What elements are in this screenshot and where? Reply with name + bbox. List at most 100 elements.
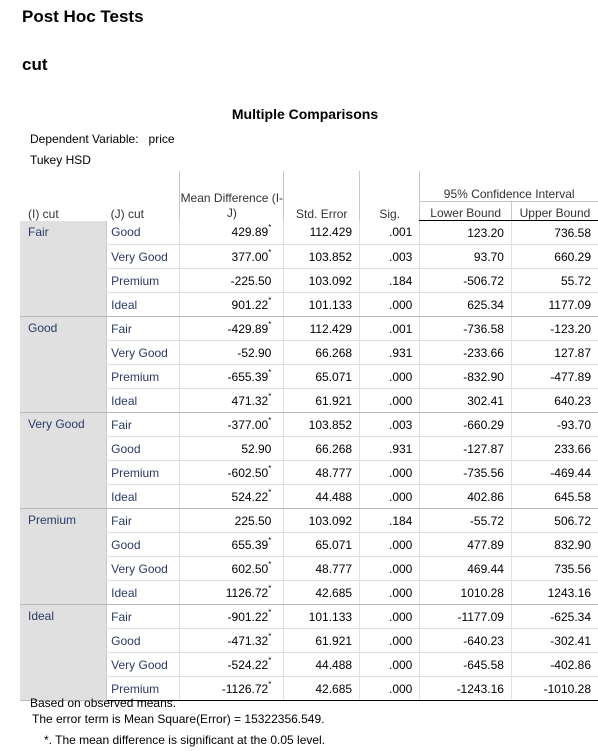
row-group-i-cut: Fair xyxy=(20,220,107,317)
cell-std-error: 42.685 xyxy=(283,580,360,605)
cell-j-cut: Ideal xyxy=(106,292,180,317)
mean-difference-value: 377.00 xyxy=(231,249,269,264)
row-group-i-cut: Premium xyxy=(20,508,107,605)
table-row: Ideal 524.22* 44.488.000 402.86 645.58 xyxy=(20,484,598,509)
table-row: Very Good Fair -377.00* 103.852.003 -660.29-… xyxy=(20,412,598,509)
row-group-i-cut: Good xyxy=(20,316,107,413)
cell-mean-difference: 225.50 xyxy=(179,508,284,533)
cell-sig: .000 xyxy=(359,292,420,317)
cell-j-cut: Ideal xyxy=(106,580,180,605)
cell-lower-bound: -55.72 xyxy=(419,508,512,533)
cell-std-error: 112.429 xyxy=(283,316,360,341)
table-row: Premium -655.39* 65.071.000 -832.90 -477.89 xyxy=(20,364,598,389)
table-row: Ideal 901.22* 101.133.000 625.34 1177.09 xyxy=(20,292,598,317)
variable-subheading: cut xyxy=(22,55,48,74)
cell-mean-difference: -524.22* xyxy=(179,652,284,677)
significance-marker: * xyxy=(268,679,272,689)
cell-sig: .000 xyxy=(359,364,420,389)
footnote-error-term: The error term is Mean Square(Error) = 1… xyxy=(32,712,325,726)
cell-upper-bound: -477.89 xyxy=(510,364,598,389)
cell-std-error: 66.268 xyxy=(283,436,360,461)
mean-difference-value: -1126.72 xyxy=(221,681,269,696)
cell-std-error: 103.092 xyxy=(283,508,360,533)
cell-j-cut: Very Good xyxy=(106,652,180,677)
mean-difference-value: 1126.72 xyxy=(225,585,269,600)
cell-upper-bound: 645.58 xyxy=(510,484,598,509)
cell-j-cut: Very Good xyxy=(106,340,180,365)
cell-upper-bound: 1177.09 xyxy=(510,292,598,317)
cell-std-error: 112.429 xyxy=(283,220,360,245)
cell-j-cut: Fair xyxy=(106,316,180,341)
mean-difference-value: -655.39 xyxy=(227,369,269,384)
cell-std-error: 101.133 xyxy=(283,292,360,317)
col-header-i-cut: (I) cut xyxy=(28,206,59,221)
multiple-comparisons-table: (I) cut (J) cut Mean Difference (I-J) St… xyxy=(20,171,598,701)
cell-lower-bound: 123.20 xyxy=(419,220,512,245)
cell-lower-bound: 625.34 xyxy=(419,292,512,317)
col-header-lower-bound: Lower Bound xyxy=(419,201,512,221)
table-row: Very Good 377.00* 103.852.003 93.70 660.29 xyxy=(20,244,598,269)
table-row: Very Good -524.22* 44.488.000 -645.58 -402.8… xyxy=(20,652,598,677)
cell-sig: .000 xyxy=(359,676,420,701)
cell-mean-difference: -655.39* xyxy=(179,364,284,389)
cell-j-cut: Good xyxy=(106,628,180,653)
table-row: Premium -1126.72* 42.685.000 -1243.16 -1010.… xyxy=(20,676,598,701)
cell-sig: .000 xyxy=(359,388,420,413)
mean-difference-value: 524.22 xyxy=(231,489,269,504)
cell-mean-difference: 429.89* xyxy=(179,220,284,245)
cell-upper-bound: 127.87 xyxy=(510,340,598,365)
cell-std-error: 66.268 xyxy=(283,340,360,365)
table-row: Premium -602.50* 48.777.000 -735.56 -469.44 xyxy=(20,460,598,485)
cell-sig: .931 xyxy=(359,436,420,461)
cell-sig: .000 xyxy=(359,628,420,653)
cell-j-cut: Fair xyxy=(106,604,180,629)
mean-difference-value: 655.39 xyxy=(231,537,269,552)
cell-sig: .000 xyxy=(359,484,420,509)
cell-mean-difference: -225.50 xyxy=(179,268,284,293)
mean-difference-value: 52.90 xyxy=(241,441,272,456)
cell-std-error: 65.071 xyxy=(283,532,360,557)
mean-difference-value: 429.89 xyxy=(231,225,269,240)
cell-upper-bound: 735.56 xyxy=(510,556,598,581)
cell-std-error: 48.777 xyxy=(283,460,360,485)
cell-j-cut: Premium xyxy=(106,460,180,485)
cell-j-cut: Fair xyxy=(106,412,180,437)
mean-difference-value: -377.00 xyxy=(227,417,269,432)
cell-sig: .000 xyxy=(359,652,420,677)
cell-j-cut: Ideal xyxy=(106,484,180,509)
cell-sig: .184 xyxy=(359,508,420,533)
cell-std-error: 42.685 xyxy=(283,676,360,701)
cell-mean-difference: -602.50* xyxy=(179,460,284,485)
table-row: Premium Fair 225.50 103.092.184 -55.72 506.72 xyxy=(20,508,598,605)
cell-upper-bound: 736.58 xyxy=(510,220,598,245)
table-row: Premium -225.50 103.092.184 -506.72 55.72 xyxy=(20,268,598,293)
mean-difference-value: -524.22 xyxy=(227,657,269,672)
dependent-variable-value: price xyxy=(148,132,175,146)
significance-marker: * xyxy=(268,247,272,257)
cell-mean-difference: 471.32* xyxy=(179,388,284,413)
mean-difference-value: 602.50 xyxy=(231,561,269,576)
cell-std-error: 44.488 xyxy=(283,652,360,677)
cell-j-cut: Good xyxy=(106,436,180,461)
significance-marker: * xyxy=(268,583,272,593)
cell-std-error: 65.071 xyxy=(283,364,360,389)
cell-sig: .001 xyxy=(359,220,420,245)
cell-lower-bound: -1243.16 xyxy=(419,676,512,701)
cell-std-error: 61.921 xyxy=(283,388,360,413)
table-row: Good 52.90 66.268.931 -127.87 233.66 xyxy=(20,436,598,461)
cell-mean-difference: 901.22* xyxy=(179,292,284,317)
table-row: Good -471.32* 61.921.000 -640.23 -302.41 xyxy=(20,628,598,653)
cell-mean-difference: -1126.72* xyxy=(179,676,284,701)
table-row: Good Fair -429.89* 112.429.001 -736.58 -123.2… xyxy=(20,316,598,413)
significance-marker: * xyxy=(268,559,272,569)
cell-mean-difference: 602.50* xyxy=(179,556,284,581)
cell-upper-bound: -123.20 xyxy=(510,316,598,341)
cell-upper-bound: 55.72 xyxy=(510,268,598,293)
cell-j-cut: Good xyxy=(106,532,180,557)
significance-marker: * xyxy=(268,607,272,617)
cell-upper-bound: 640.23 xyxy=(510,388,598,413)
cell-mean-difference: -429.89* xyxy=(179,316,284,341)
cell-std-error: 103.852 xyxy=(283,244,360,269)
cell-std-error: 61.921 xyxy=(283,628,360,653)
cell-lower-bound: -736.58 xyxy=(419,316,512,341)
